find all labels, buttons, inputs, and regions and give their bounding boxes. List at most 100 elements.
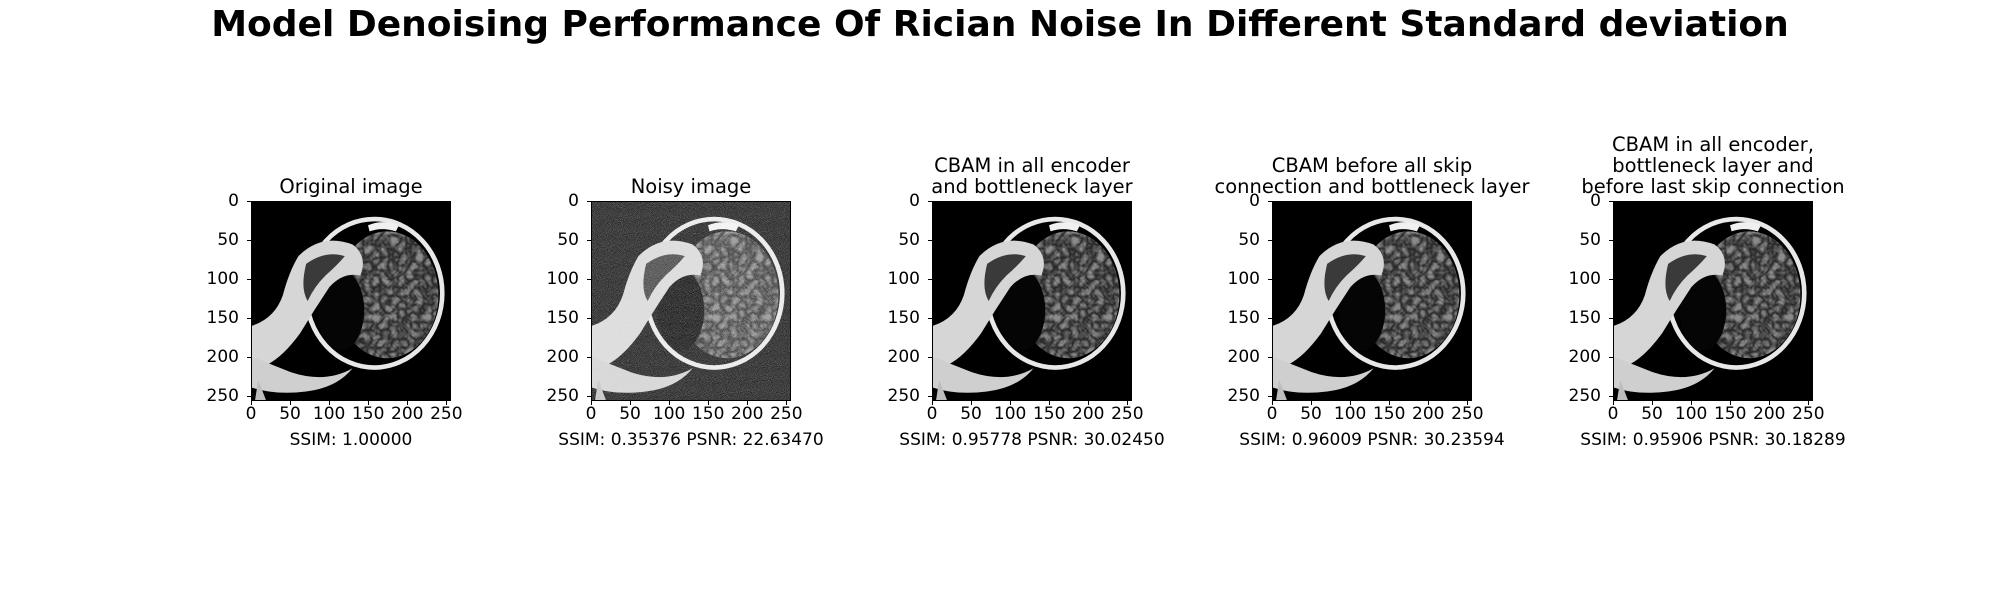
x-tick-mark xyxy=(1691,401,1693,405)
figure-panel: CBAM before all skip connection and bottl… xyxy=(1214,0,1529,450)
y-tick-mark xyxy=(1268,357,1272,359)
figure-panel: Original image 0 50 100 150 200 250 0 50 100 150 2… xyxy=(207,0,463,450)
y-tick-label: 200 xyxy=(206,347,239,368)
panel-title-line: bottleneck layer and xyxy=(1612,154,1814,177)
x-tick-label: 250 xyxy=(1451,404,1484,424)
x-tick-mark xyxy=(669,401,671,405)
x-tick-mark xyxy=(1652,401,1654,405)
figure-panel: CBAM in all encoder, bottleneck layer and… xyxy=(1569,0,1846,450)
figure-title: Model Denoising Performance Of Rician No… xyxy=(211,4,1789,45)
y-tick-label: 200 xyxy=(887,347,920,368)
x-tick-label: 200 xyxy=(1412,404,1445,424)
x-tick-label: 200 xyxy=(731,404,764,424)
y-tick-mark xyxy=(247,240,251,242)
x-tick-label: 200 xyxy=(391,404,424,424)
metric-label: SSIM: 0.96009 PSNR: 30.23594 xyxy=(1239,430,1505,450)
y-tick-label: 150 xyxy=(546,308,579,329)
x-tick-label: 250 xyxy=(1792,404,1825,424)
y-tick-label: 0 xyxy=(1590,191,1601,211)
x-tick-mark xyxy=(747,401,749,405)
x-tick-mark xyxy=(708,401,710,405)
x-tick-label: 50 xyxy=(279,404,301,424)
y-tick-mark xyxy=(1609,240,1613,242)
mri-image xyxy=(1613,201,1813,401)
x-tick-label: 0 xyxy=(1266,404,1278,424)
x-tick-label: 150 xyxy=(691,404,725,424)
y-tick-mark xyxy=(1268,396,1272,398)
y-tick-label: 250 xyxy=(887,386,920,407)
y-tick-label: 50 xyxy=(217,230,239,251)
x-tick-mark xyxy=(932,401,933,405)
x-tick-label: 250 xyxy=(1111,404,1144,424)
y-tick-mark xyxy=(1609,279,1613,281)
x-tick-mark xyxy=(1467,401,1469,405)
y-tick-mark xyxy=(247,318,251,320)
x-tick-label: 100 xyxy=(1333,404,1367,424)
x-tick-mark xyxy=(971,401,973,405)
y-tick-mark xyxy=(587,279,591,281)
x-tick-label: 200 xyxy=(1072,404,1105,424)
mri-image xyxy=(932,201,1132,401)
y-tick-mark xyxy=(1268,279,1272,281)
y-tick-label: 250 xyxy=(1568,386,1601,407)
y-tick-label: 100 xyxy=(206,269,239,290)
metric-label: SSIM: 0.95778 PSNR: 30.02450 xyxy=(899,430,1165,450)
y-tick-mark xyxy=(1609,318,1613,320)
y-tick-mark xyxy=(1609,396,1613,398)
x-tick-mark xyxy=(591,401,592,405)
x-tick-label: 100 xyxy=(993,404,1027,424)
x-tick-label: 150 xyxy=(1713,404,1747,424)
x-tick-mark xyxy=(1350,401,1352,405)
panel-title-line: CBAM in all encoder, xyxy=(1612,133,1814,156)
panel-title-line: Noisy image xyxy=(630,175,752,198)
y-tick-mark xyxy=(1609,357,1613,359)
mri-image xyxy=(1272,201,1472,401)
panel-title-line: and bottleneck layer xyxy=(931,175,1133,198)
x-tick-label: 50 xyxy=(1641,404,1663,424)
y-tick-mark xyxy=(247,396,251,398)
y-tick-mark xyxy=(587,357,591,359)
y-tick-label: 250 xyxy=(546,386,579,407)
y-tick-label: 200 xyxy=(1568,347,1601,368)
x-tick-mark xyxy=(1127,401,1129,405)
y-tick-mark xyxy=(587,396,591,398)
y-tick-label: 250 xyxy=(206,386,239,407)
x-tick-label: 0 xyxy=(926,404,938,424)
x-tick-label: 50 xyxy=(960,404,982,424)
y-tick-mark xyxy=(587,240,591,242)
y-tick-label: 50 xyxy=(898,230,920,251)
y-tick-label: 50 xyxy=(557,230,579,251)
y-tick-label: 150 xyxy=(887,308,920,329)
y-tick-label: 50 xyxy=(1579,230,1601,251)
mri-image xyxy=(591,201,791,401)
y-tick-label: 100 xyxy=(1227,269,1260,290)
y-tick-mark xyxy=(928,357,932,359)
y-tick-mark xyxy=(928,201,932,202)
x-tick-label: 0 xyxy=(1607,404,1619,424)
x-tick-mark xyxy=(1088,401,1090,405)
metric-label: SSIM: 0.95906 PSNR: 30.18289 xyxy=(1580,430,1846,450)
metric-label: SSIM: 0.35376 PSNR: 22.63470 xyxy=(558,430,824,450)
x-tick-label: 50 xyxy=(1300,404,1322,424)
panel-title-line: connection and bottleneck layer xyxy=(1214,175,1530,198)
panel-title-line: Original image xyxy=(279,175,423,198)
y-tick-mark xyxy=(247,201,251,202)
y-tick-label: 0 xyxy=(228,191,239,211)
x-tick-mark xyxy=(1730,401,1732,405)
y-tick-label: 250 xyxy=(1227,386,1260,407)
x-tick-mark xyxy=(1769,401,1771,405)
y-tick-mark xyxy=(1609,201,1613,202)
x-tick-label: 0 xyxy=(585,404,597,424)
x-tick-mark xyxy=(1428,401,1430,405)
x-tick-mark xyxy=(290,401,292,405)
y-tick-mark xyxy=(928,318,932,320)
y-tick-mark xyxy=(587,201,591,202)
y-tick-mark xyxy=(247,279,251,281)
y-tick-mark xyxy=(1268,318,1272,320)
x-tick-label: 0 xyxy=(245,404,257,424)
figure-panel: CBAM in all encoder and bottleneck layer … xyxy=(888,0,1165,450)
y-tick-mark xyxy=(928,279,932,281)
x-tick-label: 150 xyxy=(351,404,385,424)
panel-title-line: CBAM in all encoder xyxy=(934,154,1130,177)
y-tick-label: 50 xyxy=(1238,230,1260,251)
